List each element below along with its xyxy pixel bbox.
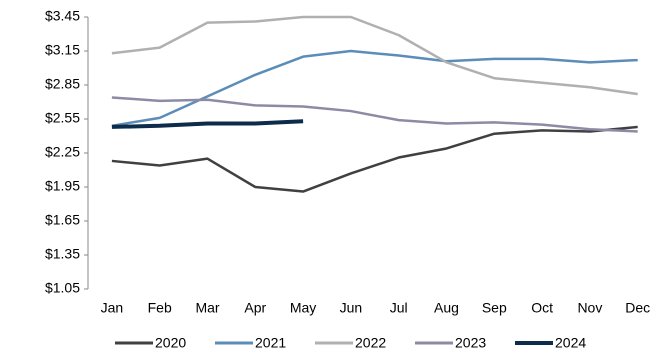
series-line: [111, 15, 638, 96]
x-tick-label: Aug: [434, 300, 459, 316]
legend-label: 2024: [555, 335, 586, 351]
x-tick-label: May: [290, 300, 316, 316]
y-tick-label: $2.85: [45, 76, 80, 92]
x-tick-label: Jun: [340, 300, 363, 316]
y-tick-label: $2.55: [45, 110, 80, 126]
legend-label: 2022: [355, 335, 386, 351]
series-line: [111, 119, 304, 129]
x-tick-label: Dec: [625, 300, 650, 316]
y-tick-label: $3.15: [45, 42, 80, 58]
series-line: [111, 96, 638, 133]
legend-label: 2020: [155, 335, 186, 351]
x-tick-label: Nov: [577, 300, 602, 316]
y-tick-label: $3.45: [45, 8, 80, 24]
y-tick-label: $1.05: [45, 280, 80, 296]
x-tick-label: Jan: [101, 300, 124, 316]
y-tick-label: $1.65: [45, 212, 80, 228]
y-tick-label: $2.25: [45, 144, 80, 160]
series-line: [111, 125, 638, 193]
y-tick-label: $1.95: [45, 178, 80, 194]
x-tick-label: Oct: [531, 300, 553, 316]
x-tick-label: Sep: [482, 300, 507, 316]
legend-label: 2023: [455, 335, 486, 351]
y-tick-label: $1.35: [45, 246, 80, 262]
x-tick-label: Mar: [195, 300, 219, 316]
x-tick-label: Feb: [148, 300, 172, 316]
x-tick-label: Apr: [244, 300, 266, 316]
x-tick-label: Jul: [390, 300, 408, 316]
legend-label: 2021: [255, 335, 286, 351]
